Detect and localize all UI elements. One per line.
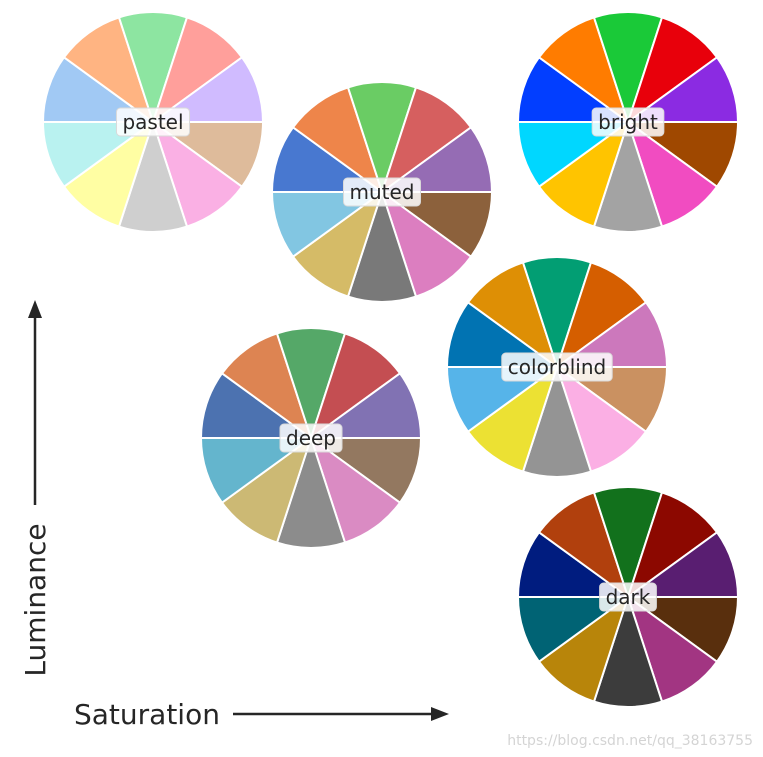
palette-wheel-deep: deep xyxy=(199,326,423,550)
luminance-axis: Luminance xyxy=(19,300,52,677)
palette-wedge xyxy=(516,121,632,189)
palette-wedge xyxy=(199,437,315,505)
palette-wheel-muted: muted xyxy=(270,80,494,304)
palette-wheel-dark: dark xyxy=(516,485,740,709)
bright-wedges xyxy=(516,10,740,234)
palette-label-box xyxy=(501,352,613,382)
colorblind-wedges xyxy=(445,255,669,479)
dark-wedges xyxy=(516,485,740,709)
saturation-arrow-head xyxy=(431,707,449,721)
palette-label-deep: deep xyxy=(286,426,336,450)
palette-label-bright: bright xyxy=(598,110,658,134)
saturation-label: Saturation xyxy=(74,698,220,731)
watermark: https://blog.csdn.net/qq_38163755 xyxy=(507,733,753,749)
luminance-arrow-head xyxy=(28,300,42,318)
palette-label-muted: muted xyxy=(350,180,415,204)
palette-label-box xyxy=(279,423,343,453)
palette-label-colorblind: colorblind xyxy=(508,355,606,379)
muted-wedges xyxy=(270,80,494,304)
palette-label-box xyxy=(115,107,191,137)
palette-wedge xyxy=(516,596,632,664)
palette-label-box xyxy=(599,582,657,612)
palette-wheel-pastel: pastel xyxy=(41,10,265,234)
pastel-wedges xyxy=(41,10,265,234)
palette-label-dark: dark xyxy=(606,585,651,609)
saturation-axis: Saturation xyxy=(74,698,449,731)
palette-label-box xyxy=(343,177,421,207)
luminance-label: Luminance xyxy=(19,523,52,676)
palette-label-box xyxy=(591,107,665,137)
palette-wheel-colorblind: colorblind xyxy=(445,255,669,479)
deep-wedges xyxy=(199,326,423,550)
palette-label-pastel: pastel xyxy=(122,110,183,134)
palette-wheel-bright: bright xyxy=(516,10,740,234)
palette-wedge xyxy=(41,121,157,189)
palette-wedge xyxy=(270,191,386,259)
palette-wedge xyxy=(445,366,561,434)
